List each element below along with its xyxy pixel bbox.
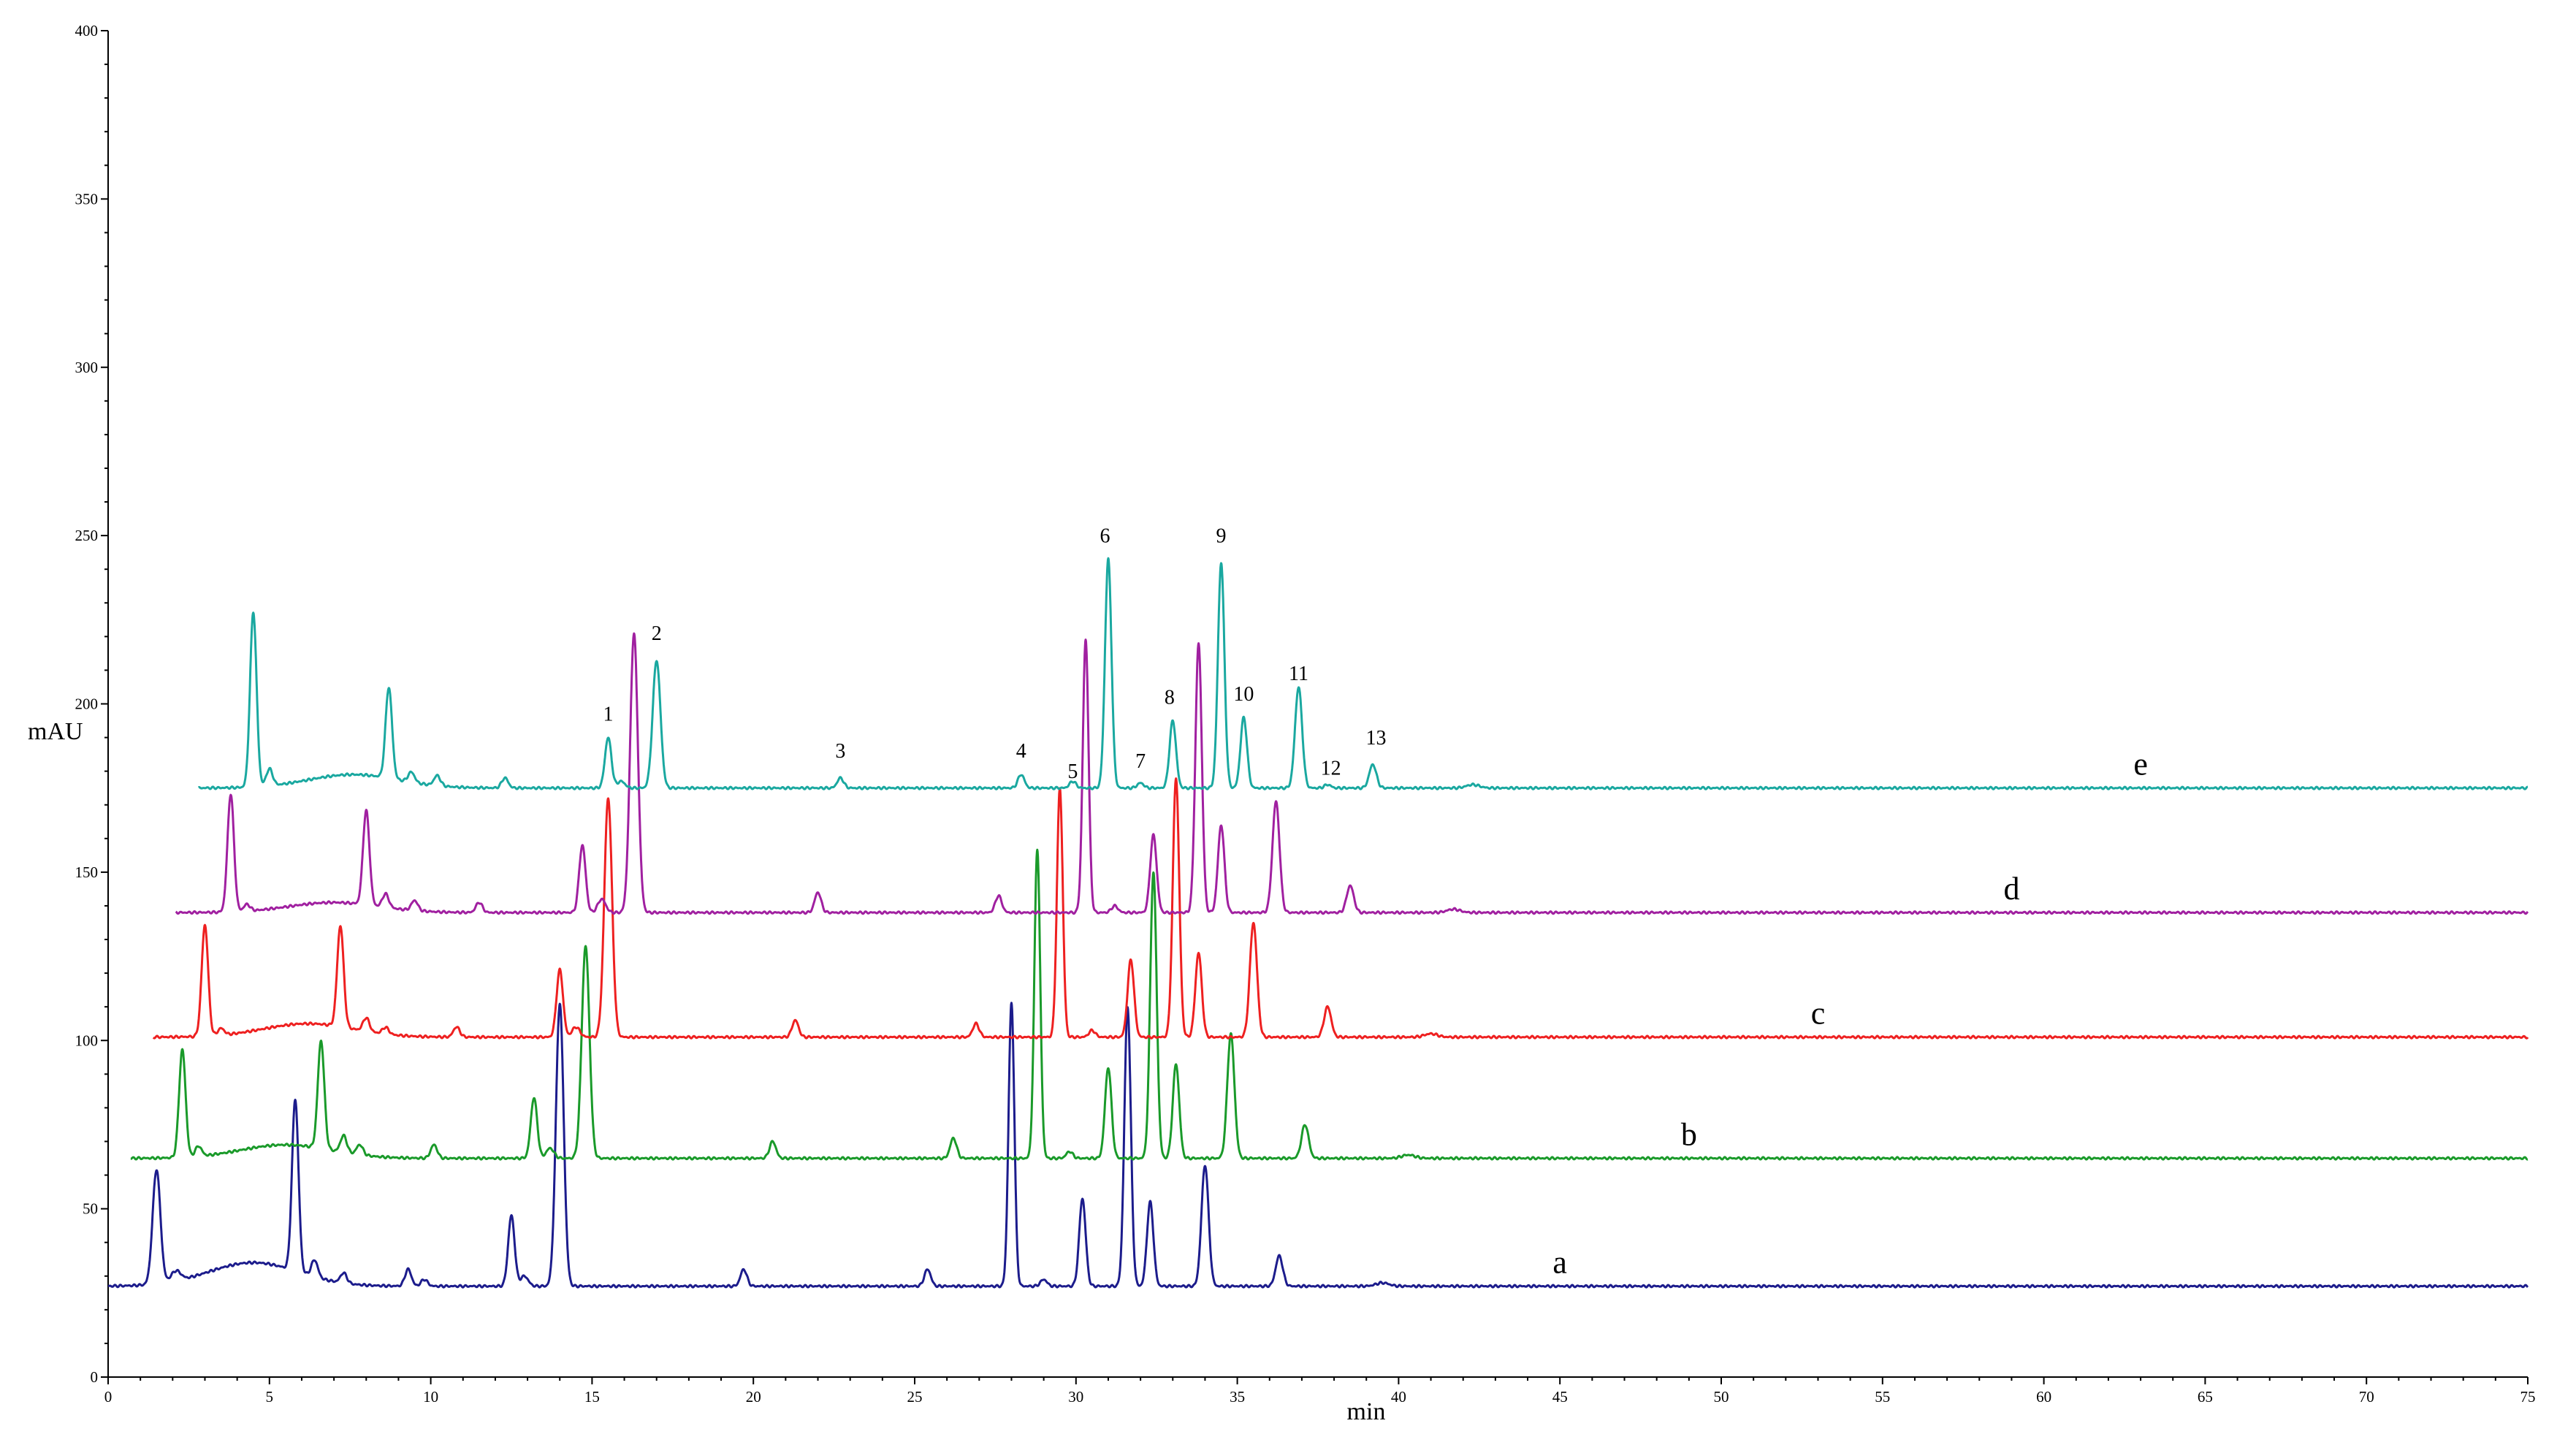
y-tick-label: 250 bbox=[75, 527, 99, 544]
peak-number-label: 1 bbox=[603, 704, 613, 726]
peak-number-label: 8 bbox=[1165, 687, 1175, 709]
trace-label-a: a bbox=[1552, 1245, 1567, 1281]
x-tick-label: 25 bbox=[907, 1388, 923, 1406]
x-tick-label: 50 bbox=[1714, 1388, 1729, 1406]
x-tick-label: 45 bbox=[1552, 1388, 1568, 1406]
x-tick-label: 35 bbox=[1230, 1388, 1245, 1406]
peak-number-label: 11 bbox=[1289, 663, 1308, 685]
y-tick-label: 100 bbox=[75, 1032, 99, 1049]
x-tick-label: 55 bbox=[1875, 1388, 1890, 1406]
y-tick-label: 150 bbox=[75, 863, 99, 881]
y-tick-label: 0 bbox=[91, 1368, 99, 1386]
trace-labels: a b c d e bbox=[1552, 747, 2147, 1281]
x-tick-label: 75 bbox=[2520, 1388, 2536, 1406]
x-axis-ticks: 0 5 10 15 20 25 30 35 40 45 50 55 60 65 70 75 bbox=[104, 1377, 2536, 1406]
peak-number-label: 5 bbox=[1067, 760, 1078, 783]
x-axis-title: min bbox=[1347, 1398, 1386, 1425]
x-tick-label: 5 bbox=[266, 1388, 274, 1406]
trace-c bbox=[152, 777, 2529, 1040]
trace-label-b: b bbox=[1681, 1117, 1697, 1153]
trace-b bbox=[129, 848, 2529, 1161]
peak-number-label: 2 bbox=[652, 622, 662, 645]
y-tick-label: 200 bbox=[75, 695, 99, 713]
peak-number-label: 10 bbox=[1233, 683, 1254, 706]
y-axis-title: mAU bbox=[28, 718, 83, 745]
x-tick-label: 0 bbox=[104, 1388, 113, 1406]
x-tick-label: 10 bbox=[423, 1388, 438, 1406]
x-tick-label: 20 bbox=[746, 1388, 761, 1406]
y-tick-label: 350 bbox=[75, 190, 99, 207]
x-tick-label: 15 bbox=[584, 1388, 600, 1406]
chromatogram-traces bbox=[107, 557, 2529, 1289]
y-tick-label: 400 bbox=[75, 22, 99, 39]
peak-number-label: 13 bbox=[1365, 727, 1386, 750]
y-tick-label: 50 bbox=[83, 1200, 98, 1218]
peak-number-label: 7 bbox=[1135, 750, 1146, 773]
trace-e bbox=[197, 557, 2529, 790]
peak-number-label: 9 bbox=[1216, 525, 1227, 547]
trace-label-e: e bbox=[2133, 747, 2148, 782]
trace-d bbox=[175, 632, 2529, 915]
peak-number-label: 6 bbox=[1100, 525, 1110, 547]
trace-label-d: d bbox=[2003, 871, 2019, 907]
x-tick-label: 30 bbox=[1068, 1388, 1083, 1406]
y-axis-ticks: 0 50 100 150 200 250 300 350 400 bbox=[75, 22, 108, 1386]
x-tick-label: 65 bbox=[2198, 1388, 2213, 1406]
x-tick-label: 60 bbox=[2036, 1388, 2051, 1406]
trace-label-c: c bbox=[1811, 996, 1826, 1032]
trace-a bbox=[107, 1002, 2529, 1289]
peak-number-label: 12 bbox=[1321, 757, 1341, 779]
axes: 0 5 10 15 20 25 30 35 40 45 50 55 60 65 70 75 050100150… bbox=[28, 22, 2536, 1425]
x-tick-label: 70 bbox=[2359, 1388, 2374, 1406]
peak-number-label: 4 bbox=[1016, 740, 1026, 763]
y-tick-label: 300 bbox=[75, 359, 99, 376]
peak-number-label: 3 bbox=[835, 740, 845, 763]
x-tick-label: 40 bbox=[1391, 1388, 1406, 1406]
